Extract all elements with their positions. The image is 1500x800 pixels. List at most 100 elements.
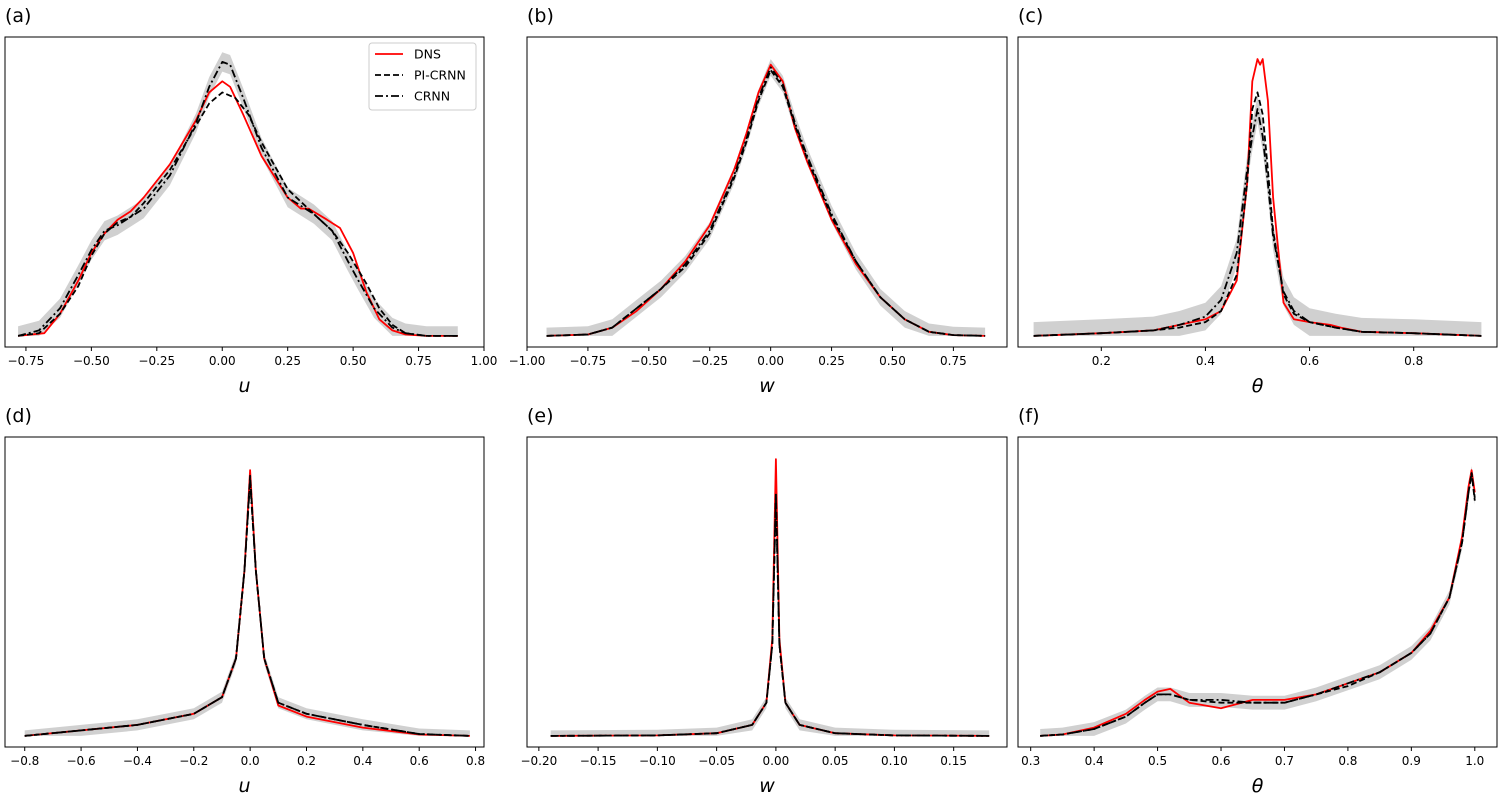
panel-label: (a) bbox=[5, 5, 31, 27]
x-axis-label: u bbox=[238, 775, 250, 797]
x-tick-label: −0.10 bbox=[639, 754, 676, 768]
panel-e: −0.20 −0.15 −0.10 −0.05 0.00 0.05 0.10 0.15 w (e) bbox=[520, 405, 1008, 797]
plot-area bbox=[1033, 58, 1482, 337]
x-tick-label: −0.75 bbox=[570, 354, 607, 368]
x-tick-label: 0.75 bbox=[405, 354, 432, 368]
panel-label: (f) bbox=[1018, 405, 1040, 427]
x-tick-label: −0.8 bbox=[10, 754, 39, 768]
legend-box bbox=[368, 42, 477, 111]
series-line-crnn bbox=[550, 496, 990, 737]
axes-frame bbox=[526, 36, 1008, 348]
x-tick-label: 0.50 bbox=[340, 354, 367, 368]
series-line-dns bbox=[18, 80, 458, 337]
x-tick-label: −0.2 bbox=[179, 754, 208, 768]
x-axis-label: w bbox=[759, 375, 775, 397]
legend-label-crnn: CRNN bbox=[414, 89, 450, 104]
axes-frame bbox=[1017, 36, 1498, 348]
x-tick-label: 0.25 bbox=[818, 354, 845, 368]
series-line-pi-crnn bbox=[24, 474, 470, 737]
legend: DNS PI-CRNN CRNN bbox=[368, 42, 477, 111]
x-axis-label: θ bbox=[1252, 775, 1264, 797]
axes-frame bbox=[1017, 436, 1498, 748]
x-tick-label: 0.6 bbox=[1211, 754, 1230, 768]
panel-c: 0.2 0.4 0.6 0.8 θ (c) bbox=[1017, 5, 1498, 397]
x-tick-label: 0.00 bbox=[757, 354, 784, 368]
x-tick-label: −0.15 bbox=[580, 754, 617, 768]
x-axis-label: u bbox=[238, 375, 250, 397]
x-tick-label: 0.4 bbox=[353, 754, 372, 768]
series-line-dns bbox=[1033, 58, 1482, 337]
x-tick-label: 0.5 bbox=[1148, 754, 1167, 768]
x-tick-label: 0.2 bbox=[1092, 354, 1111, 368]
x-tick-label: 0.6 bbox=[410, 754, 429, 768]
plot-area bbox=[24, 469, 470, 737]
x-tick-label: 0.6 bbox=[1300, 354, 1319, 368]
x-tick-label: −0.05 bbox=[698, 754, 735, 768]
series-line-pi-crnn bbox=[1033, 91, 1482, 337]
x-tick-label: 1.0 bbox=[1465, 754, 1484, 768]
x-tick-label: 0.00 bbox=[209, 354, 236, 368]
series-line-pi-crnn bbox=[546, 69, 986, 337]
x-axis-label: w bbox=[759, 775, 775, 797]
x-tick-label: 0.8 bbox=[1404, 354, 1423, 368]
x-tick-label: −0.50 bbox=[73, 354, 110, 368]
panel-label: (d) bbox=[5, 405, 32, 427]
series-line-dns bbox=[24, 469, 470, 737]
x-tick-label: 0.7 bbox=[1275, 754, 1294, 768]
series-line-dns bbox=[546, 63, 986, 337]
x-tick-label: 0.10 bbox=[881, 754, 908, 768]
series-line-pi-crnn bbox=[17, 91, 458, 337]
x-tick-label: −0.50 bbox=[630, 354, 667, 368]
x-tick-label: 0.2 bbox=[297, 754, 316, 768]
x-tick-label: −0.75 bbox=[8, 354, 45, 368]
x-tick-label: 0.4 bbox=[1196, 354, 1215, 368]
plot-area bbox=[17, 52, 458, 337]
axes-frame bbox=[4, 436, 485, 748]
panel-f: 0.3 0.4 0.5 0.6 0.7 0.8 0.9 1.0 θ (f) bbox=[1017, 405, 1498, 797]
x-tick-label: 0.9 bbox=[1402, 754, 1421, 768]
x-tick-label: −0.25 bbox=[691, 354, 728, 368]
uncertainty-band bbox=[550, 492, 990, 736]
x-tick-label: 0.4 bbox=[1085, 754, 1104, 768]
x-tick-label: 0.25 bbox=[274, 354, 301, 368]
x-tick-label: 0.15 bbox=[940, 754, 967, 768]
x-tick-label: 0.75 bbox=[940, 354, 967, 368]
x-tick-label: −1.00 bbox=[509, 354, 546, 368]
x-tick-label: 0.3 bbox=[1021, 754, 1040, 768]
x-tick-label: 0.05 bbox=[822, 754, 849, 768]
panel-b: −1.00 −0.75 −0.50 −0.25 0.00 0.25 0.50 0.75 w (b) bbox=[509, 5, 1008, 397]
plot-area bbox=[546, 59, 986, 337]
legend-label-pi-crnn: PI-CRNN bbox=[414, 68, 466, 83]
x-tick-label: 0.00 bbox=[763, 754, 790, 768]
panel-a: −0.75 −0.50 −0.25 0.00 0.25 0.50 0.75 1.00 u (a) bbox=[4, 5, 498, 397]
uncertainty-band bbox=[18, 52, 458, 336]
axes-frame bbox=[526, 436, 1008, 748]
panel-label: (b) bbox=[527, 5, 554, 27]
uncertainty-band bbox=[546, 59, 986, 336]
x-tick-label: 0.0 bbox=[241, 754, 260, 768]
panel-label: (c) bbox=[1018, 5, 1043, 27]
x-tick-label: −0.25 bbox=[138, 354, 175, 368]
panel-d: −0.8 −0.6 −0.4 −0.2 0.0 0.2 0.4 0.6 0.8 u (d) bbox=[4, 405, 485, 797]
x-tick-label: 0.50 bbox=[879, 354, 906, 368]
series-line-crnn bbox=[546, 66, 986, 337]
x-tick-label: 0.8 bbox=[1338, 754, 1357, 768]
series-line-dns bbox=[550, 458, 990, 737]
plot-area bbox=[1040, 466, 1476, 737]
series-line-crnn bbox=[17, 61, 458, 337]
x-tick-label: 1.00 bbox=[471, 354, 498, 368]
x-axis-label: θ bbox=[1252, 375, 1264, 397]
legend-label-dns: DNS bbox=[414, 47, 441, 62]
series-line-pi-crnn bbox=[550, 491, 990, 737]
axes-frame bbox=[4, 36, 485, 348]
uncertainty-band bbox=[1033, 95, 1482, 336]
x-tick-label: 0.8 bbox=[466, 754, 485, 768]
uncertainty-band bbox=[1040, 466, 1475, 736]
series-line-crnn bbox=[24, 480, 470, 737]
x-tick-label: −0.4 bbox=[123, 754, 152, 768]
x-tick-label: −0.6 bbox=[67, 754, 96, 768]
series-line-crnn bbox=[1033, 108, 1482, 337]
x-tick-label: −0.20 bbox=[520, 754, 557, 768]
series-line-crnn bbox=[1040, 472, 1476, 737]
